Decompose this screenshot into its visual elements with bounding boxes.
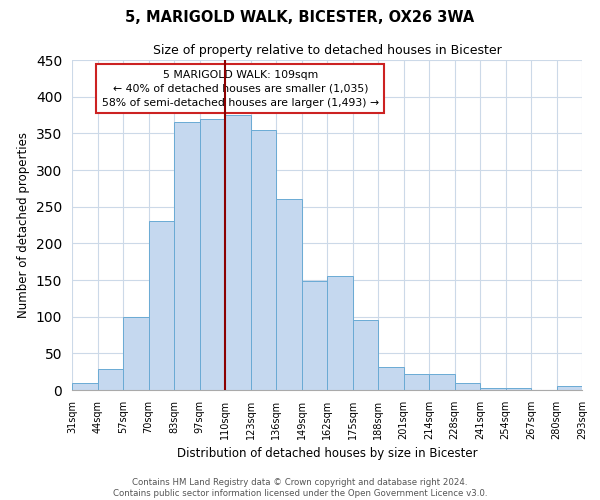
Bar [505,388,531,390]
Bar [97,370,123,390]
Bar [123,316,149,390]
Bar [378,366,404,390]
Bar [225,115,251,390]
Bar [429,374,455,390]
Text: Contains HM Land Registry data © Crown copyright and database right 2024.
Contai: Contains HM Land Registry data © Crown c… [113,478,487,498]
Bar [455,382,480,390]
Bar [404,374,429,390]
Bar [557,386,582,390]
Bar [251,130,276,390]
Bar [353,320,378,390]
Bar [480,388,505,390]
Y-axis label: Number of detached properties: Number of detached properties [17,132,31,318]
Bar [174,122,199,390]
Text: 5, MARIGOLD WALK, BICESTER, OX26 3WA: 5, MARIGOLD WALK, BICESTER, OX26 3WA [125,10,475,25]
Text: 5 MARIGOLD WALK: 109sqm
← 40% of detached houses are smaller (1,035)
58% of semi: 5 MARIGOLD WALK: 109sqm ← 40% of detache… [102,70,379,108]
Bar [276,200,302,390]
Bar [149,222,174,390]
Bar [72,382,97,390]
Bar [327,276,353,390]
Bar [199,118,225,390]
Bar [302,282,327,390]
Title: Size of property relative to detached houses in Bicester: Size of property relative to detached ho… [152,44,502,58]
X-axis label: Distribution of detached houses by size in Bicester: Distribution of detached houses by size … [176,448,478,460]
